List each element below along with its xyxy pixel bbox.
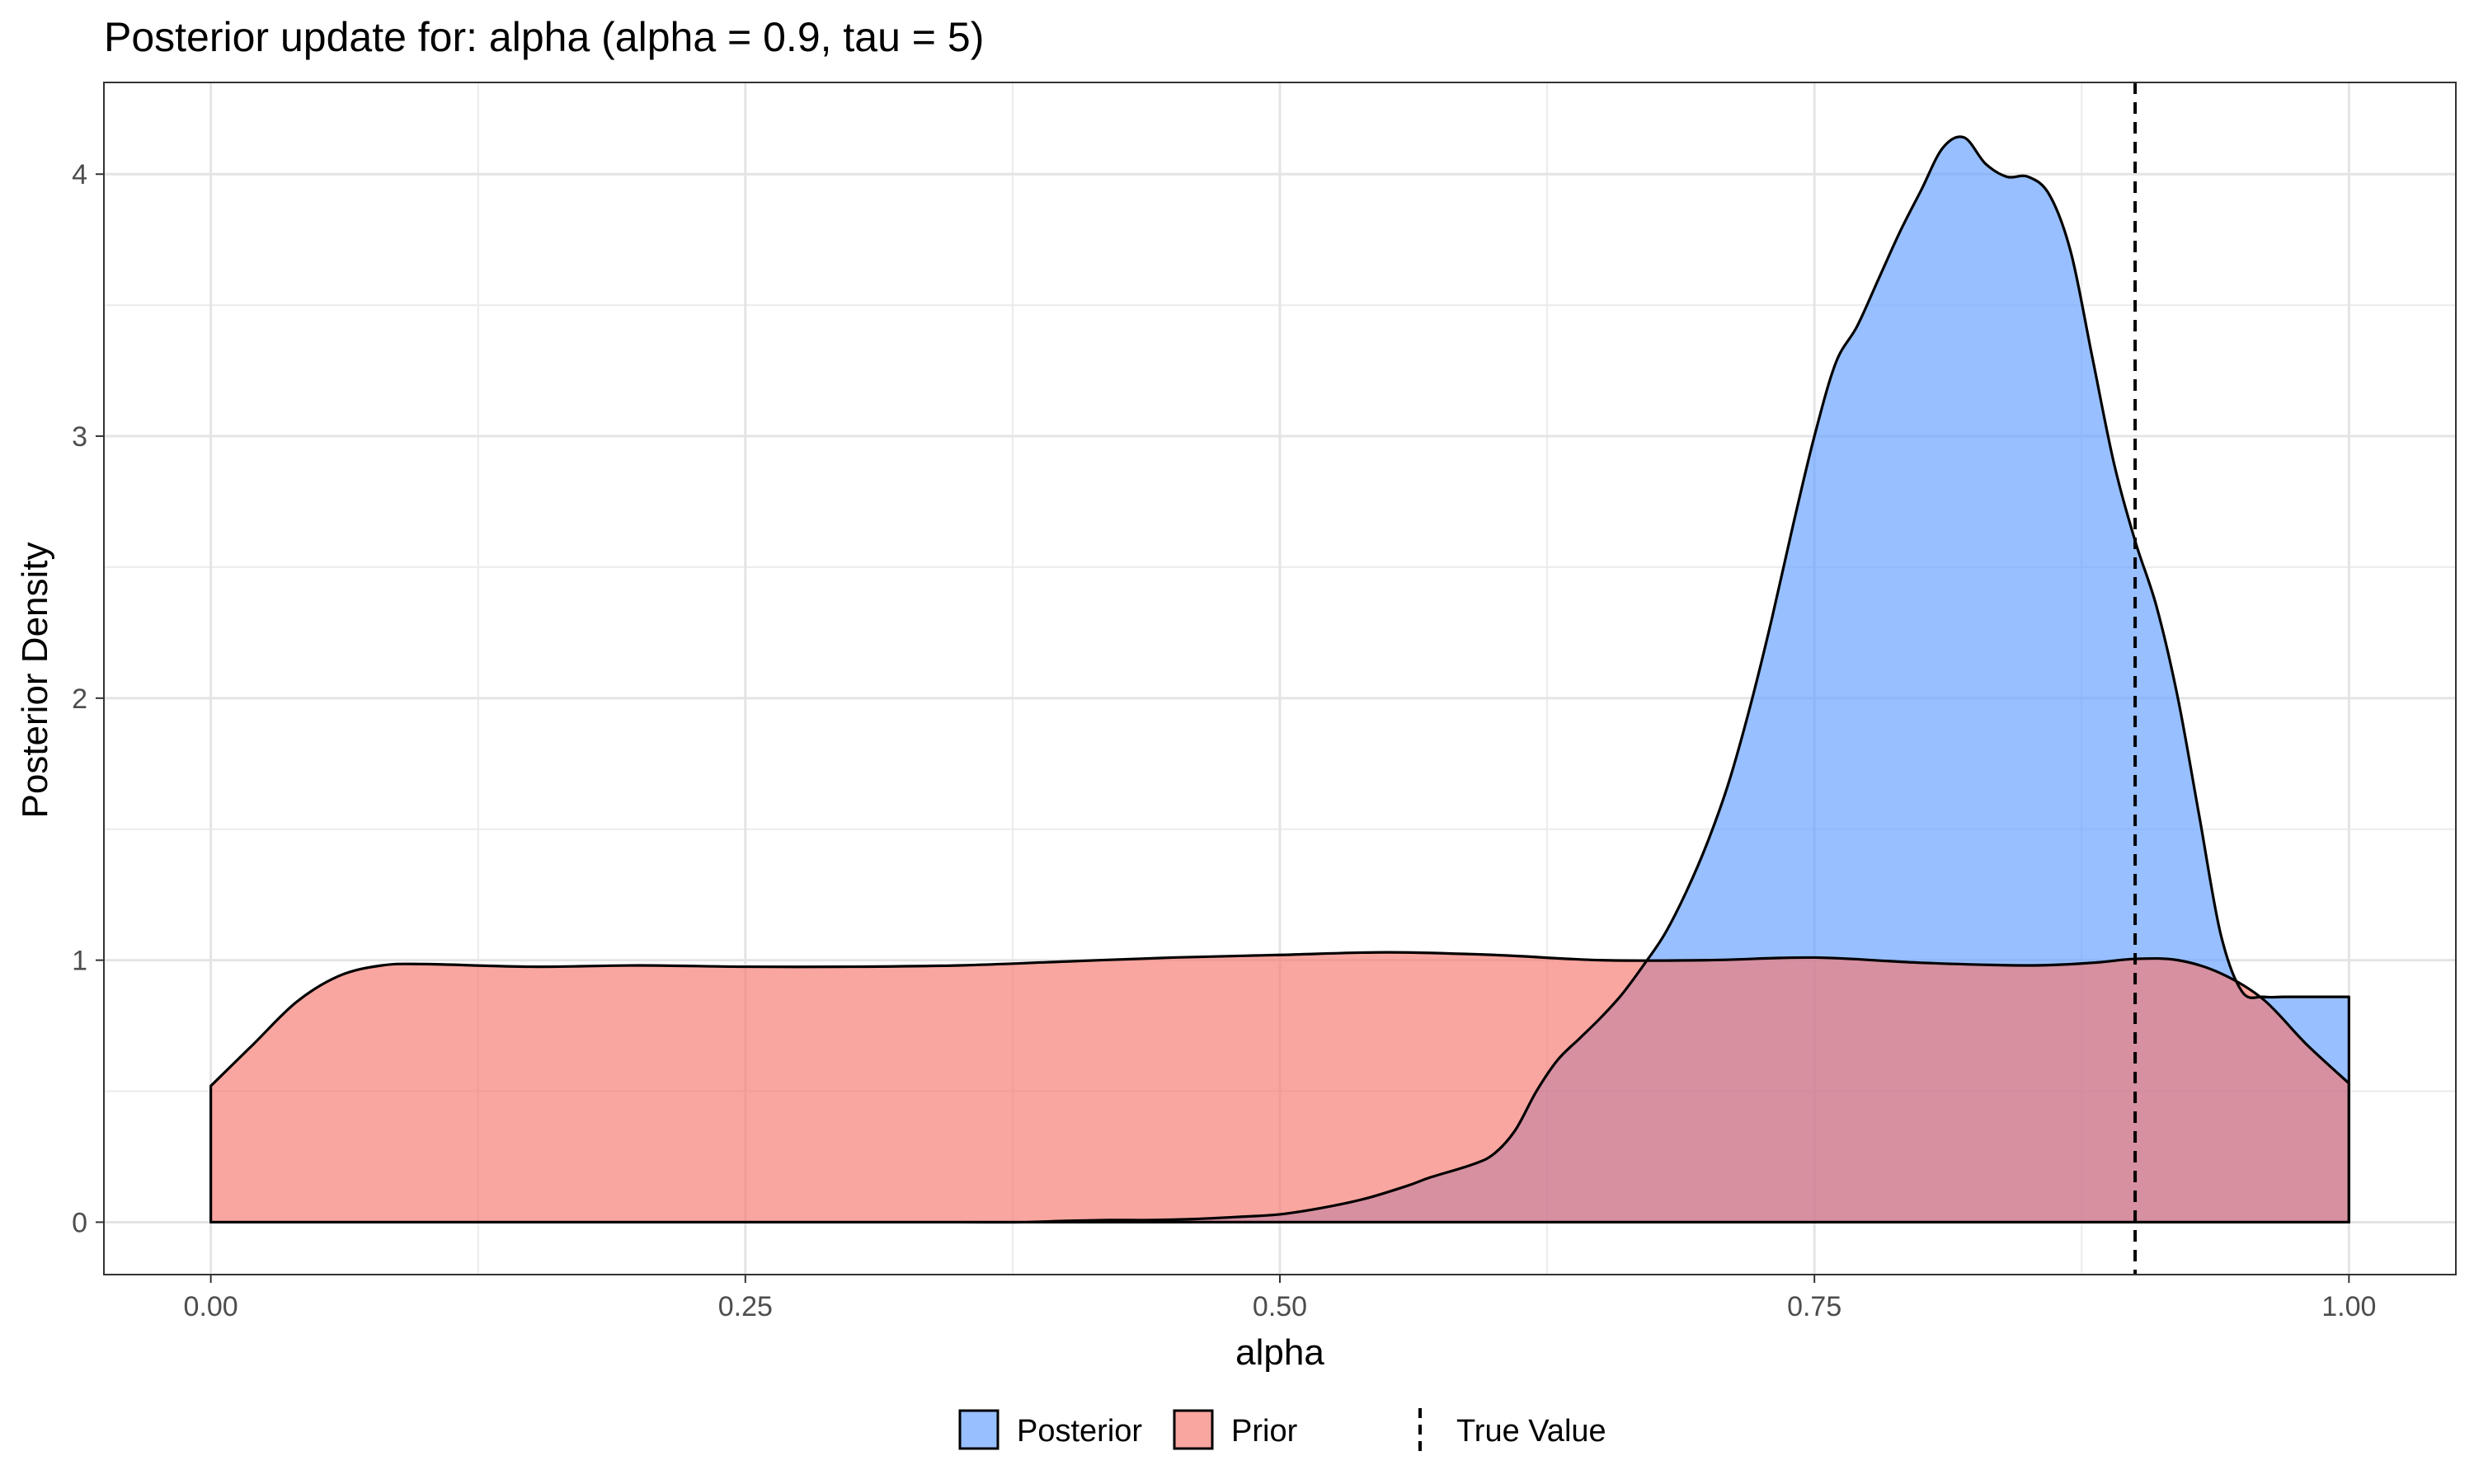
density-curves	[209, 135, 2350, 1224]
density-curve-prior	[209, 951, 2350, 1224]
legend-label-prior: Prior	[1231, 1414, 1298, 1449]
legend-key-prior	[1173, 1409, 1214, 1450]
x-tick-label: 0.00	[184, 1291, 238, 1322]
y-tick-label: 0	[72, 1207, 87, 1238]
x-axis-ticks: 0.00 0.25 0.50 0.75 1.00	[184, 1275, 2376, 1322]
y-axis-label: Posterior Density	[15, 542, 55, 818]
x-tick-label: 0.75	[1787, 1291, 1841, 1322]
density-areas	[210, 136, 2349, 1223]
y-tick-label: 2	[72, 683, 87, 715]
x-tick-label: 1.00	[2321, 1291, 2376, 1322]
chart-title: Posterior update for: alpha (alpha = 0.9…	[104, 14, 984, 60]
x-tick-label: 0.25	[718, 1291, 773, 1322]
y-tick-label: 4	[72, 159, 87, 190]
density-area-prior	[210, 952, 2349, 1223]
x-axis-label: alpha	[1235, 1332, 1324, 1373]
density-curve-posterior	[209, 135, 2350, 1224]
x-tick-label: 0.50	[1253, 1291, 1307, 1322]
y-tick-label: 3	[72, 421, 87, 453]
legend-key-posterior	[958, 1409, 999, 1450]
legend-label-posterior: Posterior	[1017, 1414, 1142, 1449]
legend-label-true-value: True Value	[1456, 1414, 1606, 1449]
legend: Posterior Prior True Value	[958, 1408, 1606, 1451]
density-area-posterior	[210, 136, 2349, 1223]
y-tick-label: 1	[72, 946, 87, 977]
y-axis-ticks: 0 1 2 3 4	[72, 159, 104, 1238]
